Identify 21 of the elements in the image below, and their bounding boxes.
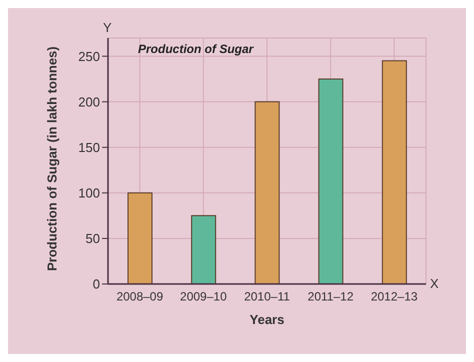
- y-tick-label: 100: [78, 186, 100, 201]
- y-tick-label: 150: [78, 140, 100, 155]
- bar: [128, 192, 152, 284]
- bar: [254, 101, 280, 284]
- x-tick-label: 2008–09: [116, 290, 164, 304]
- chart-title: Production of Sugar: [138, 42, 254, 56]
- y-tick-label: 250: [78, 48, 100, 64]
- bar: [318, 78, 344, 284]
- x-tick-label: 2011–12: [308, 290, 354, 304]
- y-tick-label: 50: [86, 231, 100, 246]
- bar: [191, 215, 216, 284]
- x-tick-label: 2010–11: [244, 290, 290, 304]
- bar: [382, 60, 407, 284]
- y-tick-label: 200: [78, 94, 100, 110]
- y-tick-label: 0: [92, 276, 100, 292]
- text: X: [430, 276, 439, 291]
- x-tick-label: 2009–10: [180, 290, 228, 304]
- x-axis-title: Years: [250, 312, 284, 327]
- text: Y: [103, 20, 112, 35]
- y-axis-title: Production of Sugar (in lakh tonnes): [44, 46, 60, 271]
- x-tick-label: 2012–13: [370, 290, 418, 304]
